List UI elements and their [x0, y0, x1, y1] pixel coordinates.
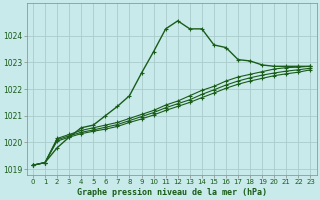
- X-axis label: Graphe pression niveau de la mer (hPa): Graphe pression niveau de la mer (hPa): [77, 188, 267, 197]
